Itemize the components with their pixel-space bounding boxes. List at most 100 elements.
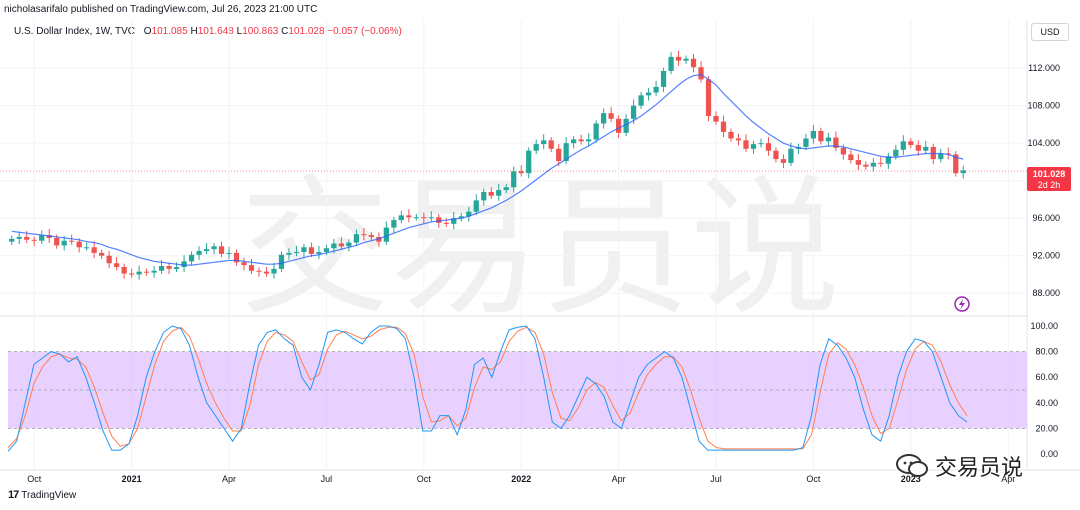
stoch-tick-label: 20.00	[1035, 423, 1058, 433]
grid-layer	[0, 20, 1080, 471]
candle-body	[346, 242, 352, 247]
candle-body	[406, 215, 412, 218]
price-layer	[9, 50, 966, 280]
publish-info: nicholasarifalo published on TradingView…	[4, 4, 318, 15]
stoch-tick-label: 80.00	[1035, 347, 1058, 357]
time-tick-label: Jul	[710, 474, 722, 484]
price-tick-label: 96.000	[1032, 213, 1060, 223]
candle-body	[286, 252, 292, 255]
candle-body	[578, 139, 584, 142]
corner-watermark-text: 交易员说	[935, 456, 1024, 481]
watermark-layer: 交易员说	[240, 162, 840, 336]
candle-body	[938, 153, 944, 160]
candle-body	[795, 146, 802, 149]
axis-layer: 88.000 92.000 96.000 100.000 104.000 108.000 1…	[27, 63, 1060, 484]
candle-body	[46, 235, 52, 238]
candle-body	[54, 237, 60, 246]
candle-body	[338, 243, 345, 247]
stoch-tick-label: 60.00	[1035, 372, 1058, 382]
chart-legend: U.S. Dollar Index, 1W, TVC O101.085 H 101…	[14, 26, 402, 37]
lightning-icon[interactable]	[954, 296, 970, 312]
candle-body	[173, 266, 180, 269]
candle-body	[121, 266, 127, 274]
candle-body	[421, 217, 427, 219]
candle-body	[316, 251, 322, 254]
candle-body	[518, 171, 524, 174]
price-tick-label: 112.000	[1028, 63, 1060, 73]
change-value: −0.057 (−0.06%)	[327, 26, 402, 37]
stoch-tick-label: 100.00	[1030, 321, 1058, 331]
time-tick-label: 2021	[122, 474, 142, 484]
candle-body	[750, 144, 757, 149]
candle-body	[196, 251, 202, 255]
candle-body	[413, 217, 419, 219]
candle-body	[743, 140, 749, 149]
candle-body	[203, 249, 210, 252]
candle-body	[601, 113, 607, 124]
candle-body	[24, 236, 30, 240]
currency-selector[interactable]: USD	[1031, 23, 1069, 41]
open-value: 101.085	[151, 26, 188, 37]
candle-body	[76, 241, 82, 248]
candle-body	[668, 56, 674, 71]
candle-body	[840, 147, 847, 155]
candle-body	[151, 270, 157, 273]
candle-body	[503, 187, 509, 191]
tradingview-logo-icon: 17	[8, 489, 19, 501]
price-tick-label: 104.000	[1027, 138, 1060, 148]
stoch-band-layer	[8, 351, 1027, 429]
candle-body	[908, 141, 914, 146]
stoch-k-line	[7, 325, 968, 452]
candle-body	[428, 217, 434, 219]
time-tick-label: Oct	[27, 474, 42, 484]
candle-body	[398, 215, 404, 221]
candle-body	[496, 190, 502, 196]
close-value: 101.028	[288, 26, 325, 37]
high-label: H	[190, 26, 198, 37]
candle-body	[511, 171, 517, 188]
candle-body	[563, 143, 569, 161]
price-tick-label: 88.000	[1032, 288, 1060, 298]
candle-body	[803, 138, 809, 147]
candle-body	[308, 247, 315, 254]
candle-body	[241, 262, 247, 266]
footer-brand: TradingView	[21, 489, 77, 501]
corner-watermark: 交易员说	[895, 450, 1023, 482]
candle-body	[870, 162, 876, 167]
candle-body	[226, 252, 232, 254]
candle-body	[630, 105, 637, 119]
candle-body	[720, 121, 727, 132]
candle-body	[735, 138, 742, 141]
candle-body	[106, 255, 112, 264]
candle-body	[923, 146, 929, 151]
candle-body	[278, 254, 285, 269]
candle-body	[99, 252, 105, 256]
candle-body	[645, 92, 652, 96]
candle-body	[893, 149, 899, 157]
candle-body	[128, 273, 135, 275]
candle-body	[391, 220, 397, 228]
candle-body	[143, 271, 150, 273]
footer: 17 TradingView	[8, 489, 76, 501]
candle-body	[698, 67, 704, 80]
stoch-tick-label: 0.00	[1040, 449, 1058, 459]
candle-body	[930, 146, 936, 160]
candle-body	[443, 222, 449, 224]
candle-body	[301, 247, 307, 252]
open-label: O	[143, 26, 152, 37]
candle-body	[960, 170, 966, 174]
candle-body	[953, 154, 959, 174]
moving-average-line	[11, 74, 964, 266]
candle-body	[114, 263, 120, 267]
candle-body	[653, 86, 659, 93]
candle-body	[915, 145, 921, 151]
candle-body	[548, 140, 554, 149]
candle-body	[361, 234, 367, 236]
symbol-label: U.S. Dollar Index, 1W, TVC	[14, 26, 135, 37]
overbought-oversold-band	[8, 351, 1027, 429]
candle-body	[541, 140, 547, 145]
last-price-value: 101.028	[1033, 169, 1066, 179]
candle-body	[263, 271, 270, 274]
stoch-d-line	[7, 326, 968, 450]
